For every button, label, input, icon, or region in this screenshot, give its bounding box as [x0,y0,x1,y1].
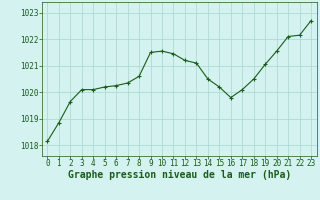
X-axis label: Graphe pression niveau de la mer (hPa): Graphe pression niveau de la mer (hPa) [68,170,291,180]
